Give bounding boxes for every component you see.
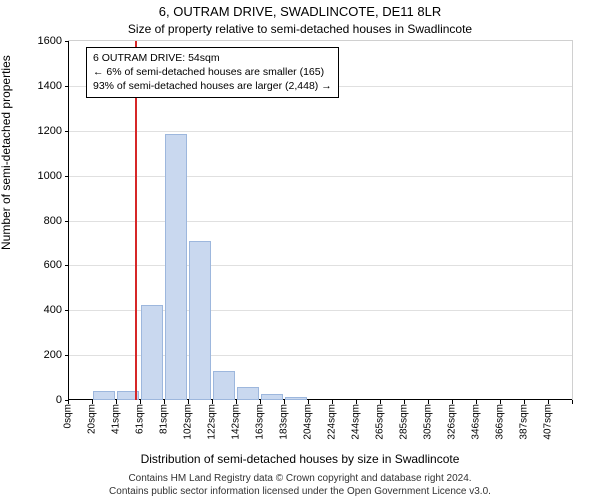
x-tick-label: 20sqm: [87, 400, 98, 434]
x-tick-label: 142sqm: [231, 400, 242, 440]
x-tick-label: 366sqm: [495, 400, 506, 440]
annotation-line-1: 6 OUTRAM DRIVE: 54sqm: [93, 51, 332, 65]
gridline: [68, 221, 572, 222]
y-tick-label: 600: [44, 259, 68, 271]
footer-line-1: Contains HM Land Registry data © Crown c…: [0, 473, 600, 484]
histogram-bar: [237, 387, 259, 400]
x-tick-label: 102sqm: [183, 400, 194, 440]
x-tick-label: 285sqm: [399, 400, 410, 440]
histogram-bar: [213, 371, 235, 400]
x-tick-label: 61sqm: [135, 400, 146, 434]
gridline: [68, 176, 572, 177]
histogram-bar: [93, 391, 115, 400]
x-tick-label: 326sqm: [447, 400, 458, 440]
y-tick-label: 1400: [38, 80, 68, 92]
histogram-bar: [189, 241, 211, 400]
x-tick-label: 387sqm: [519, 400, 530, 440]
annotation-line-2: ← 6% of semi-detached houses are smaller…: [93, 65, 332, 79]
y-tick-label: 200: [44, 349, 68, 361]
x-tick-label: 41sqm: [111, 400, 122, 434]
x-tick-label: 183sqm: [279, 400, 290, 440]
x-tick-label: 0sqm: [63, 400, 74, 428]
y-tick-label: 800: [44, 215, 68, 227]
x-tick-label: 81sqm: [159, 400, 170, 434]
x-tick-label: 244sqm: [351, 400, 362, 440]
x-tick-label: 407sqm: [543, 400, 554, 440]
x-tick-label: 224sqm: [327, 400, 338, 440]
x-tick-label: 204sqm: [303, 400, 314, 440]
chart-subtitle: Size of property relative to semi-detach…: [0, 22, 600, 36]
footer-line-2: Contains public sector information licen…: [0, 486, 600, 497]
x-tick-label: 163sqm: [255, 400, 266, 440]
y-tick-label: 1200: [38, 125, 68, 137]
y-tick-label: 1600: [38, 35, 68, 47]
annotation-line-3: 93% of semi-detached houses are larger (…: [93, 79, 332, 93]
x-tick-label: 122sqm: [207, 400, 218, 440]
gridline: [68, 131, 572, 132]
histogram-bar: [165, 134, 187, 400]
x-tick-label: 265sqm: [375, 400, 386, 440]
x-tick-label: 305sqm: [423, 400, 434, 440]
marker-annotation: 6 OUTRAM DRIVE: 54sqm ← 6% of semi-detac…: [86, 47, 339, 98]
y-axis-label: Number of semi-detached properties: [0, 55, 13, 250]
x-tick-label: 346sqm: [471, 400, 482, 440]
x-axis-label: Distribution of semi-detached houses by …: [0, 452, 600, 466]
gridline: [68, 265, 572, 266]
chart-title: 6, OUTRAM DRIVE, SWADLINCOTE, DE11 8LR: [0, 4, 600, 19]
plot-area: 020040060080010001200140016000sqm20sqm41…: [68, 40, 573, 400]
histogram-bar: [141, 305, 163, 400]
x-tick-mark: [572, 400, 573, 404]
y-tick-label: 400: [44, 304, 68, 316]
y-tick-label: 1000: [38, 170, 68, 182]
chart-container: 6, OUTRAM DRIVE, SWADLINCOTE, DE11 8LR S…: [0, 0, 600, 500]
